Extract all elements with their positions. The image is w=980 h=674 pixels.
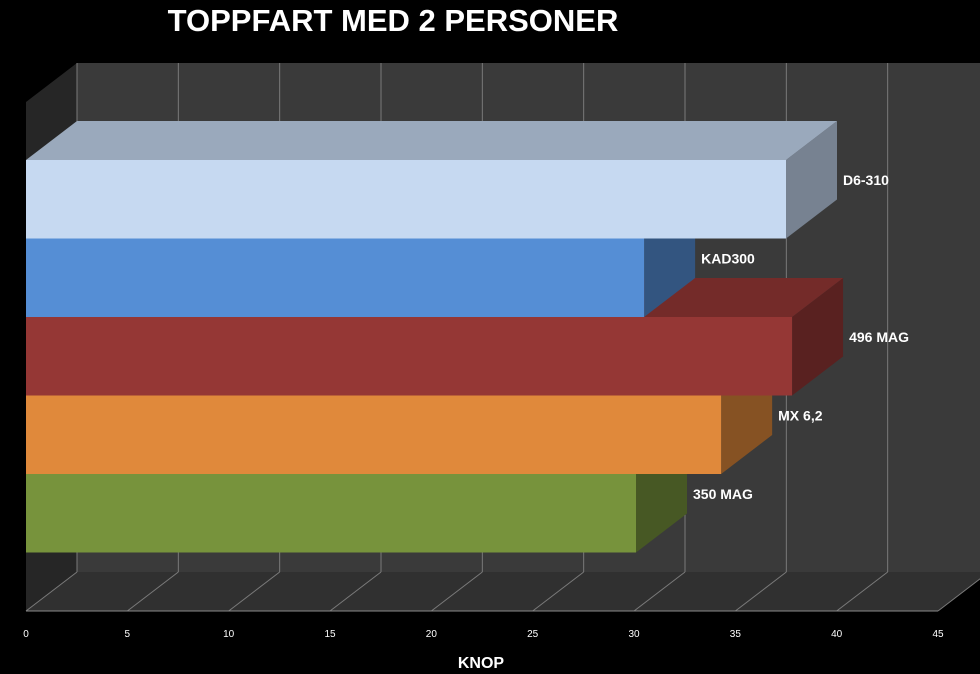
bar-front (26, 395, 722, 474)
x-axis-label: KNOP (458, 655, 505, 672)
x-tick-label: 40 (831, 629, 843, 640)
floor-gridline (836, 571, 888, 612)
x-tick-label: 45 (932, 629, 944, 640)
bar-front (26, 238, 645, 317)
bar-top (26, 121, 837, 160)
floor-gridline (633, 571, 686, 612)
floor-gridline (127, 571, 179, 612)
chart-title: TOPPFART MED 2 PERSONER (168, 3, 619, 38)
category-label: 496 MAG (849, 329, 909, 345)
floor-gridline (532, 571, 584, 612)
bars (26, 121, 844, 553)
category-label: KAD300 (701, 250, 755, 266)
bar-front (26, 160, 786, 239)
floor (26, 572, 980, 611)
x-tick-label: 5 (125, 629, 131, 640)
category-label: 350 MAG (693, 486, 753, 502)
floor-gridline (329, 571, 382, 612)
x-tick-label: 30 (628, 629, 640, 640)
bar-front (26, 317, 793, 396)
x-tick-label: 10 (223, 629, 235, 640)
floor-gridline (735, 571, 787, 612)
bar-d6-310 (26, 121, 837, 239)
x-axis-ticks: 0 5 10 15 20 25 30 35 40 45 (23, 629, 944, 640)
bar-front (26, 474, 637, 553)
floor-gridline (431, 571, 483, 612)
category-label: D6-310 (843, 172, 889, 188)
x-tick-label: 0 (23, 629, 29, 640)
x-tick-label: 15 (324, 629, 336, 640)
bar-side (792, 278, 844, 396)
floor-gridline (228, 571, 280, 612)
category-label: MX 6,2 (778, 407, 823, 423)
bar-side (786, 121, 837, 239)
x-tick-label: 20 (426, 629, 438, 640)
x-tick-label: 35 (730, 629, 742, 640)
floor-gridline (25, 571, 78, 612)
category-labels: 350 MAG MX 6,2 496 MAG KAD300 D6-310 (693, 172, 909, 502)
floor-gridline (937, 578, 980, 612)
x-tick-label: 25 (527, 629, 539, 640)
